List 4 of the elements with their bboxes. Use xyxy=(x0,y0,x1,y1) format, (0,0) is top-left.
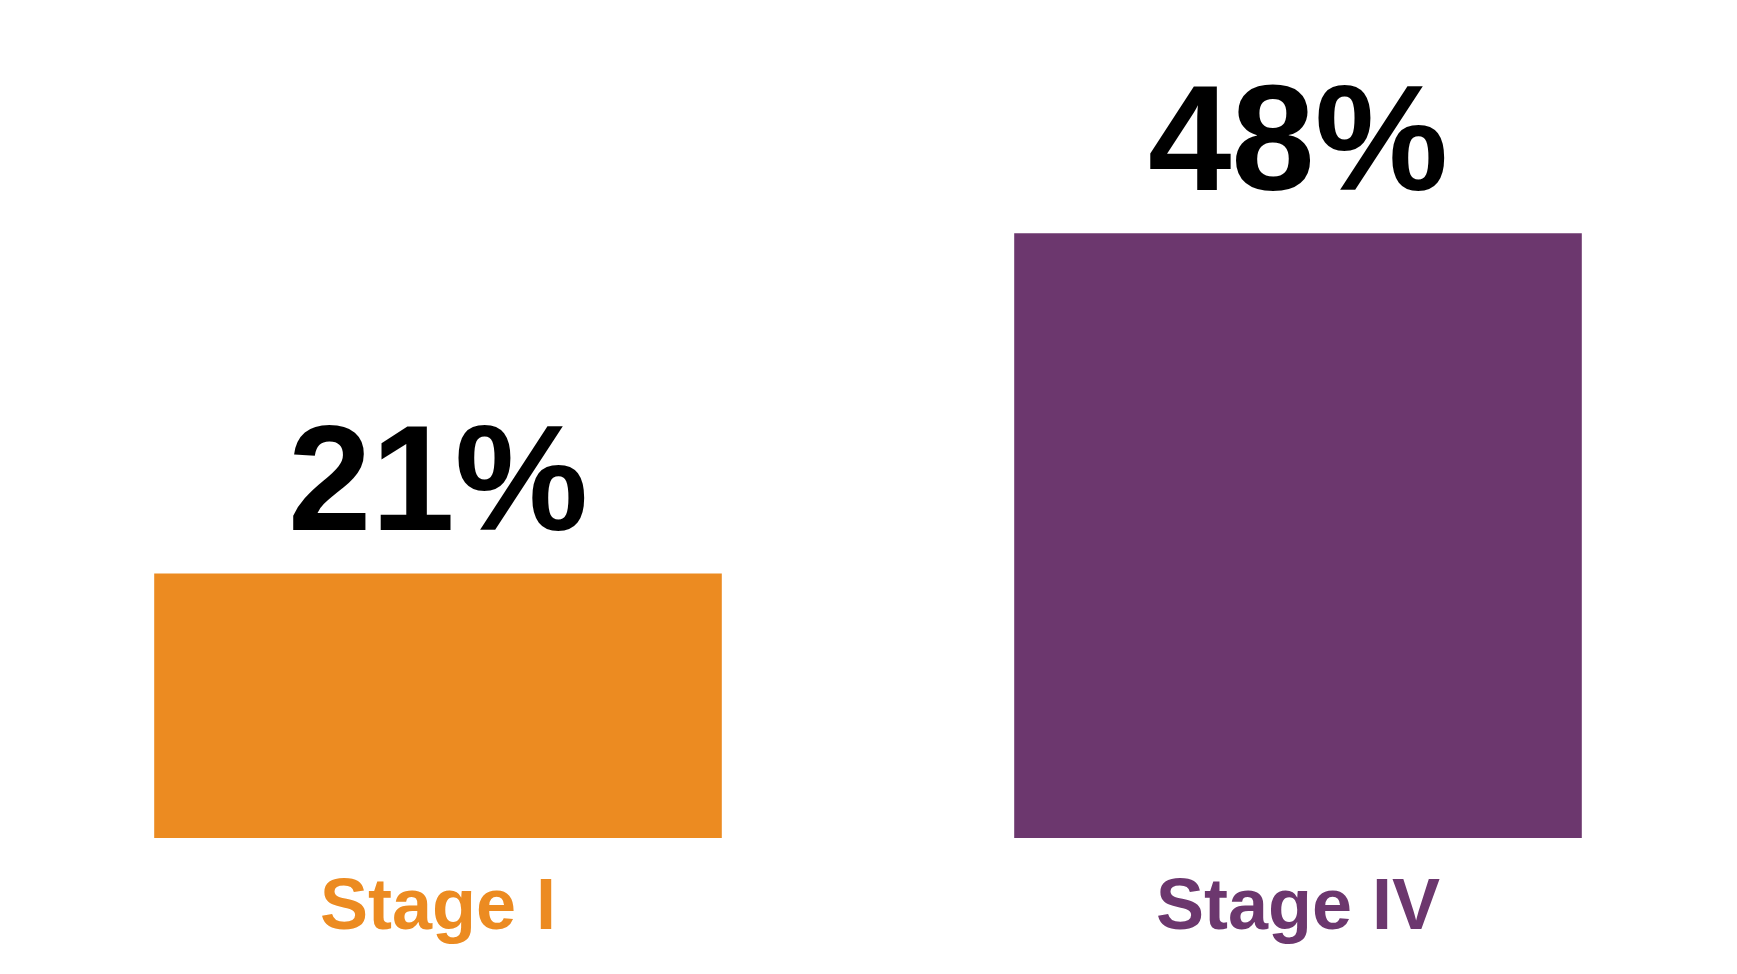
data-label: 48% xyxy=(1147,54,1449,223)
x-tick-label: Stage IV xyxy=(1155,864,1441,944)
x-tick-label: Stage I xyxy=(319,864,557,944)
data-label: 21% xyxy=(287,394,589,563)
